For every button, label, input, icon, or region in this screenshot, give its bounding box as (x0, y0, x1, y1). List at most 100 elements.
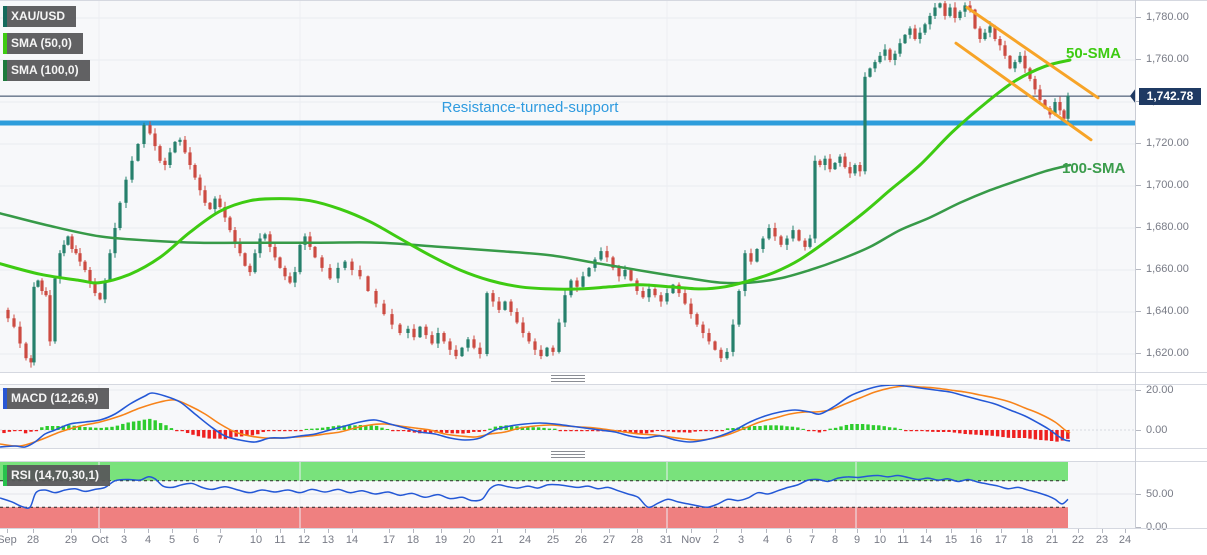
time-label: 11 (897, 534, 909, 546)
divider-grip-icon[interactable] (551, 451, 585, 459)
current-price-badge: 1,742.78 (1139, 88, 1201, 105)
rsi-pill[interactable]: RSI (14,70,30,1) (3, 465, 111, 486)
price-tick (1136, 143, 1141, 144)
time-label: 24 (518, 534, 532, 546)
macd-pill[interactable]: MACD (12,26,9) (3, 388, 110, 409)
price-tick (1136, 311, 1141, 312)
sma100-pill[interactable]: SMA (100,0) (3, 60, 90, 81)
time-tick (7, 528, 8, 533)
time-tick (1078, 528, 1079, 533)
time-tick (280, 528, 281, 533)
price-tick (1136, 185, 1141, 186)
time-label: 26 (574, 534, 588, 546)
time-tick (441, 528, 442, 533)
time-label: Nov (681, 534, 701, 546)
time-label: 28 (630, 534, 644, 546)
macd-canvas[interactable] (0, 385, 1135, 448)
time-tick (691, 528, 692, 533)
time-label: 17 (382, 534, 396, 546)
time-tick (976, 528, 977, 533)
price-label: 1,660.00 (1146, 263, 1189, 275)
time-tick (581, 528, 582, 533)
time-label: 4 (762, 534, 770, 546)
time-axis[interactable]: Sep 28 29 Oct 3 4 5 6 7 10 11 12 13 14 17 18 19 20 21 24 25 2… (0, 528, 1135, 555)
time-label: 2 (712, 534, 720, 546)
time-tick (196, 528, 197, 533)
divider-grip-icon[interactable] (551, 375, 585, 383)
price-label: 50.00 (1146, 488, 1174, 500)
price-tick (1136, 430, 1141, 431)
sma50-line-label: 50-SMA (1066, 45, 1122, 62)
price-label: 1,760.00 (1146, 53, 1189, 65)
time-tick (835, 528, 836, 533)
time-label: 10 (873, 534, 887, 546)
symbol-pill[interactable]: XAU/USD (3, 6, 77, 27)
price-pane[interactable]: Resistance-turned-support 50-SMA 100-SMA… (0, 1, 1135, 372)
time-label: 3 (120, 534, 128, 546)
time-tick (497, 528, 498, 533)
sma50-pill-label: SMA (50,0) (11, 36, 72, 50)
time-tick (880, 528, 881, 533)
time-label: 31 (659, 534, 673, 546)
price-badge-arrow-icon (1130, 88, 1136, 104)
time-tick (637, 528, 638, 533)
time-label: 10 (249, 534, 263, 546)
time-tick (716, 528, 717, 533)
time-tick (148, 528, 149, 533)
price-chart-canvas[interactable] (0, 1, 1135, 372)
time-tick (525, 528, 526, 533)
time-label: 27 (602, 534, 616, 546)
time-label: Oct (91, 534, 109, 546)
symbol-pill-label: XAU/USD (11, 9, 66, 23)
price-tick (1136, 227, 1141, 228)
time-label: 29 (64, 534, 78, 546)
time-label: 19 (434, 534, 448, 546)
time-label: 6 (785, 534, 793, 546)
time-tick (352, 528, 353, 533)
time-label: 25 (546, 534, 560, 546)
time-label: 7 (808, 534, 816, 546)
rsi-pane[interactable]: RSI (14,70,30,1) (0, 462, 1135, 528)
time-label: 6 (192, 534, 200, 546)
resistance-support-label: Resistance-turned-support (441, 99, 619, 116)
time-label: 8 (831, 534, 839, 546)
price-label: 1,680.00 (1146, 221, 1189, 233)
time-tick (951, 528, 952, 533)
time-tick (812, 528, 813, 533)
time-tick (903, 528, 904, 533)
time-label: 9 (853, 534, 861, 546)
time-tick (220, 528, 221, 533)
time-label: 14 (919, 534, 933, 546)
time-tick (1125, 528, 1126, 533)
rsi-canvas[interactable] (0, 462, 1135, 528)
time-label: 11 (274, 534, 286, 546)
price-label: 1,780.00 (1146, 11, 1189, 23)
time-tick (304, 528, 305, 533)
time-tick (666, 528, 667, 533)
time-tick (741, 528, 742, 533)
time-label: 16 (969, 534, 983, 546)
time-tick (469, 528, 470, 533)
time-tick (926, 528, 927, 533)
time-tick (766, 528, 767, 533)
time-tick (413, 528, 414, 533)
price-label: 20.00 (1146, 384, 1174, 396)
macd-pane[interactable]: MACD (12,26,9) (0, 385, 1135, 448)
price-axis[interactable]: 1,742.78 1,780.001,760.001,740.001,720.0… (1130, 0, 1207, 555)
sma50-pill[interactable]: SMA (50,0) (3, 33, 83, 54)
time-label: 20 (462, 534, 476, 546)
axis-separator (1135, 0, 1136, 528)
time-label: 18 (1020, 534, 1034, 546)
time-tick (328, 528, 329, 533)
time-tick (124, 528, 125, 533)
time-label: 12 (297, 534, 311, 546)
time-label: 5 (168, 534, 176, 546)
pane-divider-rsi[interactable] (0, 449, 1135, 461)
time-tick (1052, 528, 1053, 533)
time-tick (1027, 528, 1028, 533)
time-label: 21 (490, 534, 504, 546)
time-tick (789, 528, 790, 533)
pane-divider-macd[interactable] (0, 373, 1135, 384)
time-label: 4 (144, 534, 152, 546)
